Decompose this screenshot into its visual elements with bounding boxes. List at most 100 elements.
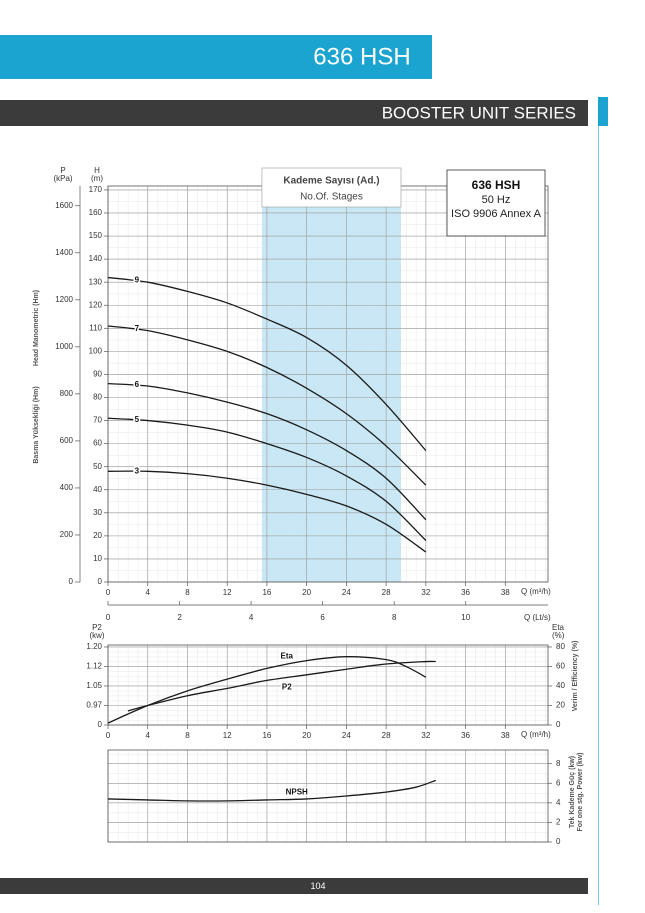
y-axis-unit: (kw) [89,631,104,640]
y-axis-title-local: Basma Yüksekliği (Hm) [33,386,40,463]
x-tick-label: 0 [106,588,111,597]
y2-axis-unit: (%) [552,631,565,640]
y-axis-symbol: P2 [92,623,102,632]
x-tick-label: 16 [262,588,271,597]
info-text: 50 Hz [482,194,511,206]
curve [127,660,436,712]
y-tick-label: 40 [93,485,102,494]
curve-label: NPSH [286,787,308,796]
x-tick-label: 38 [501,731,510,740]
page-number: 104 [310,881,325,891]
plot-frame [107,749,549,843]
y-tick-label: 8 [556,759,561,768]
y-tick-label: 4 [556,798,561,807]
y2-axis-title: Verim / Efficiency (%) [572,641,579,712]
y2-axis-unit: (kPa) [53,174,72,183]
series-bar [0,100,588,126]
y2-tick-label: 40 [556,681,565,690]
x-tick-label: 0 [106,731,111,740]
legend-box [261,167,402,208]
y-tick-label: 20 [93,531,102,540]
y-tick-label: 120 [89,300,103,309]
x-tick-label: 20 [302,588,311,597]
x-tick-label: 4 [146,588,151,597]
y-tick-label: 0 [98,577,103,586]
curve-label: 6 [135,380,140,389]
curve-label: 7 [135,324,140,333]
curve [107,383,427,521]
x-tick-label: 16 [262,731,271,740]
info-box [446,169,546,237]
x-tick-label: 36 [461,588,470,597]
y-tick-label: 10 [93,554,102,563]
footer-bar [0,878,588,894]
y2-tick-label: 1000 [55,342,73,351]
y-tick-label: 160 [89,208,103,217]
y2-tick-label: 1200 [55,295,73,304]
y-tick-label: 130 [89,277,103,286]
x-tick-label: 8 [185,588,190,597]
y-axis-title: Head Manometric (Hm) [33,290,40,366]
y-tick-label: 6 [556,778,561,787]
legend-subtitle: No.Of. Stages [300,192,363,203]
y2-tick-label: 60 [556,662,565,671]
y-tick-label: 170 [89,185,103,194]
x2-tick-label: 6 [320,613,325,622]
y2-tick-label: 1600 [55,201,73,210]
y-axis-symbol: H [94,166,100,175]
x-tick-label: 36 [461,731,470,740]
curve-label: P2 [282,683,292,692]
x-tick-label: 32 [421,731,430,740]
x-axis-label: Q (m³/h) [521,730,551,739]
y-tick-label: 2 [556,818,561,827]
y2-tick-label: 1400 [55,248,73,257]
x-tick-label: 8 [185,731,190,740]
info-text: 636 HSH [472,178,521,192]
x-tick-label: 24 [342,588,351,597]
side-tab [598,97,608,126]
y-tick-label: 1.20 [86,642,102,651]
x-tick-label: 28 [382,588,391,597]
y-tick-label: 70 [93,416,102,425]
y-tick-label: 90 [93,370,102,379]
y2-tick-label: 400 [60,483,74,492]
y-axis-title: For one stg. Power (kw) [577,753,584,832]
y-tick-label: 140 [89,254,103,263]
curve [107,417,427,541]
plot-frame [107,644,549,726]
y-tick-label: 50 [93,462,102,471]
x-tick-label: 12 [223,588,232,597]
curve [107,276,427,451]
y-tick-label: 1.12 [86,662,102,671]
plot-background [108,645,548,725]
y-tick-label: 0 [98,720,103,729]
y-tick-label: 0.97 [86,701,102,710]
curve-label: Eta [281,652,294,661]
x-tick-label: 28 [382,731,391,740]
x2-tick-label: 2 [177,613,182,622]
x2-tick-label: 10 [461,613,470,622]
model-title: 636 HSH [313,43,410,70]
x-tick-label: 12 [223,731,232,740]
curve-label: 9 [135,276,140,285]
curve [107,325,427,486]
y-tick-label: 60 [93,439,102,448]
y2-tick-label: 600 [60,436,74,445]
y2-axis-symbol: Eta [552,623,565,632]
curve [107,470,427,553]
y-axis-title-local: Tek Kademe Güç (kw) [569,756,576,828]
operating-band [261,186,402,582]
x-tick-label: 38 [501,588,510,597]
y-tick-label: 80 [93,393,102,402]
curve-label: 5 [135,415,140,424]
x2-tick-label: 8 [392,613,397,622]
legend-title: Kademe Sayısı (Ad.) [283,176,379,187]
y-tick-label: 100 [89,346,103,355]
y2-tick-label: 20 [556,701,565,710]
x-tick-label: 4 [146,731,151,740]
model-banner [0,35,432,79]
curve [107,779,436,802]
series-title: BOOSTER UNIT SERIES [382,103,576,122]
y-axis-unit: (m) [91,174,103,183]
